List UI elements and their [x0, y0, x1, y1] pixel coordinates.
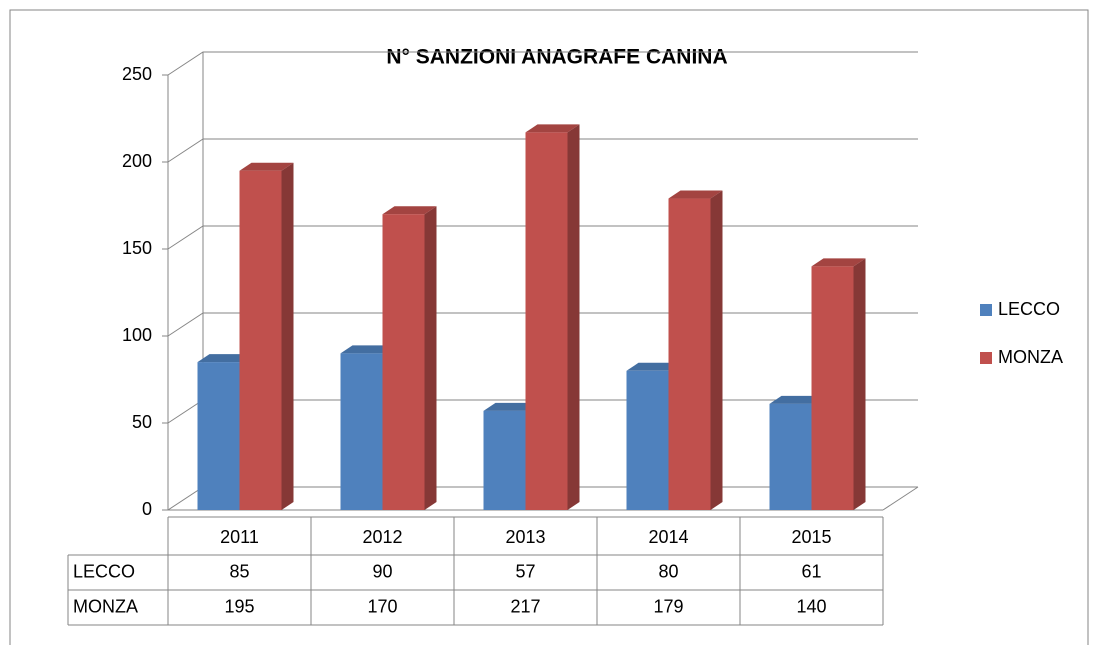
y-tick-label: 250	[122, 64, 152, 84]
bar-top	[811, 258, 866, 267]
bar	[340, 353, 383, 510]
x-tick-label: 2014	[648, 527, 688, 547]
grid-line	[167, 51, 918, 76]
bar-top	[483, 402, 538, 411]
bar	[525, 132, 568, 511]
floor-right	[882, 486, 919, 511]
bar	[197, 362, 240, 510]
table-cell: 90	[372, 561, 392, 581]
table-cell: 80	[658, 561, 678, 581]
bar-top	[197, 354, 252, 363]
y-tick-label: 200	[122, 151, 152, 171]
bar-top	[769, 395, 824, 404]
bar	[811, 266, 854, 510]
legend-label: MONZA	[998, 347, 1063, 367]
bar-top	[525, 124, 580, 133]
grid-line	[167, 138, 918, 163]
table-cell: 170	[367, 596, 397, 616]
bar	[483, 410, 526, 510]
y-tick-label: 50	[132, 412, 152, 432]
bar	[668, 198, 711, 511]
bar-top	[239, 162, 294, 171]
bar	[626, 370, 669, 510]
table-cell: 217	[510, 596, 540, 616]
y-tick-label: 0	[142, 499, 152, 519]
bar-side	[710, 190, 723, 511]
legend-swatch	[980, 304, 992, 316]
table-row-label: LECCO	[73, 561, 135, 581]
y-tick-label: 100	[122, 325, 152, 345]
table-cell: 140	[796, 596, 826, 616]
table-cell: 85	[229, 561, 249, 581]
bar	[382, 214, 425, 510]
bar-top	[382, 206, 437, 215]
table-cell: 179	[653, 596, 683, 616]
table-cell: 195	[224, 596, 254, 616]
chart-title: N° SANZIONI ANAGRAFE CANINA	[386, 46, 727, 69]
bar-side	[567, 124, 580, 511]
bar	[769, 403, 812, 510]
y-tick-label: 150	[122, 238, 152, 258]
bar-side	[281, 162, 294, 510]
bar-side	[853, 258, 866, 510]
x-tick-label: 2012	[362, 527, 402, 547]
bar-top	[626, 362, 681, 371]
table-cell: 61	[801, 561, 821, 581]
legend-swatch	[980, 352, 992, 364]
legend-label: LECCO	[998, 299, 1060, 319]
bar-top	[340, 345, 395, 354]
bar	[239, 170, 282, 510]
table-cell: 57	[515, 561, 535, 581]
table-row-label: MONZA	[73, 596, 138, 616]
bar-side	[424, 206, 437, 510]
bar-top	[668, 190, 723, 199]
x-tick-label: 2013	[505, 527, 545, 547]
x-tick-label: 2011	[220, 527, 259, 547]
x-tick-label: 2015	[791, 527, 831, 547]
